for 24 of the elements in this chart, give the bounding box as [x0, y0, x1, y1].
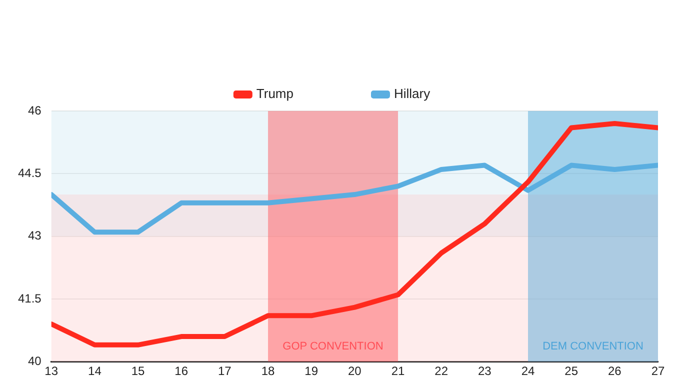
band-label: GOP CONVENTION — [282, 340, 384, 353]
band-label: DEM CONVENTION — [542, 340, 644, 353]
legend-label: Hillary — [394, 86, 431, 102]
x-tick-label: 22 — [434, 364, 448, 378]
x-tick-label: 17 — [218, 364, 232, 378]
x-tick-label: 23 — [478, 364, 492, 378]
x-tick-label: 13 — [44, 364, 58, 378]
x-tick-label: 21 — [391, 364, 406, 378]
y-tick-label: 46 — [28, 103, 42, 118]
x-tick-label: 14 — [88, 364, 102, 378]
x-tick-label: 19 — [304, 364, 318, 378]
x-tick-label: 20 — [348, 364, 362, 378]
x-tick-label: 26 — [608, 364, 622, 378]
y-tick-label: 41.5 — [18, 291, 42, 306]
x-tick-label: 25 — [564, 364, 578, 378]
y-tick-label: 43 — [28, 228, 42, 243]
legend-label: Trump — [256, 86, 294, 102]
x-tick-label: 16 — [174, 364, 188, 378]
y-tick-label: 44.5 — [18, 166, 42, 180]
x-tick-label: 18 — [261, 364, 276, 378]
x-tick-label: 15 — [131, 364, 146, 378]
x-tick-label: 24 — [521, 364, 535, 378]
x-tick-label: 27 — [651, 364, 665, 378]
y-tick-label: 40 — [28, 354, 42, 368]
